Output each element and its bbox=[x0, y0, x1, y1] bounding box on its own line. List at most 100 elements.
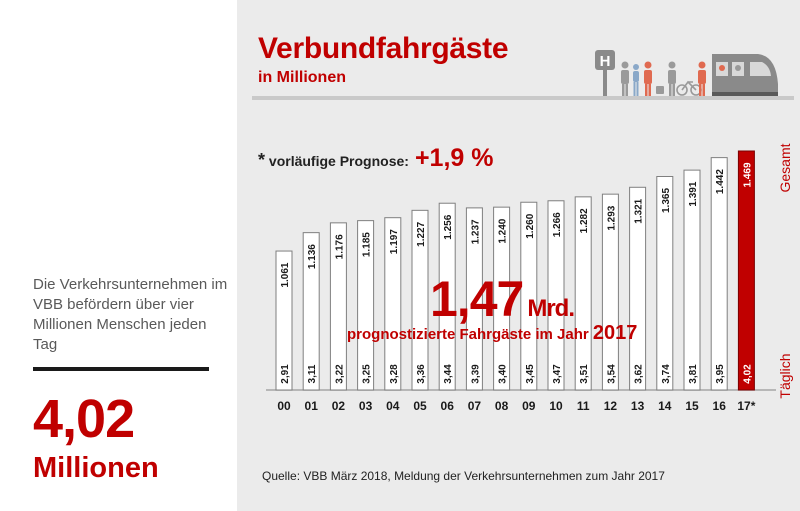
people-icon bbox=[621, 61, 676, 96]
bar bbox=[438, 202, 456, 391]
prognosis-star: * bbox=[258, 150, 266, 170]
bar bbox=[683, 169, 701, 391]
bar-daily-label: 3,22 bbox=[334, 364, 345, 384]
x-tick-label: 13 bbox=[631, 399, 645, 413]
bar-daily-label: 2,91 bbox=[280, 364, 291, 384]
bar-total-label: 1.197 bbox=[389, 229, 400, 254]
bar-daily-label: 3,40 bbox=[498, 364, 509, 384]
x-tick-label: 10 bbox=[549, 399, 563, 413]
prognosis-value: +1,9 % bbox=[414, 144, 494, 172]
bar-daily-label: 3,74 bbox=[661, 364, 672, 384]
bar bbox=[601, 193, 619, 391]
source-note: Quelle: VBB März 2018, Meldung der Verke… bbox=[262, 469, 665, 483]
x-tick-label: 00 bbox=[277, 399, 291, 413]
x-tick-label: 07 bbox=[468, 399, 482, 413]
bar bbox=[357, 220, 375, 391]
bar-daily-label: 3,28 bbox=[389, 364, 400, 384]
bars-layer: 1.061 2,91 00 1.136 3,11 01 1.176 3,22 02 1.185 3,… bbox=[275, 150, 756, 413]
total-label-text: Gesamt bbox=[777, 142, 793, 193]
sidebar-divider bbox=[33, 367, 209, 371]
bar-daily-label: 3,36 bbox=[416, 364, 427, 384]
bar-total-label: 1.136 bbox=[307, 244, 318, 269]
bus-stop-sign-icon: H bbox=[595, 50, 615, 96]
bar-total-label: 1.282 bbox=[579, 208, 590, 233]
bar bbox=[302, 232, 320, 391]
bar-total-label: 1.293 bbox=[606, 205, 617, 230]
bar bbox=[465, 207, 483, 391]
bar bbox=[493, 206, 511, 391]
sidebar-text: Die Verkehrsunternehmen im VBB befördern… bbox=[33, 276, 228, 353]
bar-total-label: 1.227 bbox=[416, 221, 427, 246]
bar-total-label: 1.266 bbox=[552, 212, 563, 237]
total-label: Gesamt bbox=[777, 140, 793, 195]
x-tick-label: 12 bbox=[604, 399, 618, 413]
bar-daily-label: 3,62 bbox=[634, 364, 645, 384]
bar-daily-label: 3,51 bbox=[579, 364, 590, 384]
highlight-year: 2017 bbox=[592, 322, 638, 344]
prognosis-note: * vorläufige Prognose: +1,9 % bbox=[258, 144, 493, 173]
highlight-number: 1,47 bbox=[430, 271, 524, 327]
sidebar-value: 4,02 bbox=[33, 389, 135, 449]
bar bbox=[574, 196, 592, 391]
bar-daily-label: 3,47 bbox=[552, 364, 563, 384]
bar-total-label: 1.237 bbox=[470, 219, 481, 244]
highlight-caption: prognostizierte Fahrgäste im Jahr 2017 bbox=[347, 322, 637, 345]
transport-icons: H bbox=[595, 50, 778, 96]
cyclist-icon bbox=[676, 61, 706, 96]
x-tick-label: 03 bbox=[359, 399, 373, 413]
bar-daily-label: 3,39 bbox=[470, 364, 481, 384]
x-tick-label: 05 bbox=[413, 399, 427, 413]
bar-total-label: 1.365 bbox=[661, 188, 672, 213]
bar bbox=[384, 217, 402, 391]
bar-total-label: 1.321 bbox=[634, 198, 645, 223]
bar-total-label: 1.256 bbox=[443, 214, 454, 239]
train-icon bbox=[712, 54, 778, 96]
x-tick-label: 06 bbox=[441, 399, 455, 413]
bar-daily-label: 4,02 bbox=[742, 364, 753, 384]
left-panel bbox=[0, 0, 237, 511]
bar bbox=[629, 186, 647, 391]
prognosis-label: vorläufige Prognose: bbox=[268, 153, 409, 169]
bar bbox=[275, 250, 293, 391]
bar bbox=[656, 176, 674, 391]
x-tick-label: 09 bbox=[522, 399, 536, 413]
bar-daily-label: 3,95 bbox=[715, 364, 726, 384]
svg-text:H: H bbox=[600, 53, 611, 70]
sidebar-unit: Millionen bbox=[33, 452, 159, 484]
bar-total-label: 1.260 bbox=[525, 213, 536, 238]
daily-label: Täglich bbox=[777, 346, 793, 406]
bar-total-label: 1.061 bbox=[280, 262, 291, 287]
bar-total-label: 1.391 bbox=[688, 181, 699, 206]
x-tick-label: 11 bbox=[577, 399, 590, 413]
bar-total-label: 1.176 bbox=[334, 234, 345, 259]
highlight-unit: Mrd. bbox=[527, 295, 575, 322]
bar-chart: 1.061 2,91 00 1.136 3,11 01 1.176 3,22 02 1.185 3,… bbox=[266, 150, 776, 413]
bar-daily-label: 3,81 bbox=[688, 364, 699, 384]
chart-title: Verbundfahrgäste bbox=[258, 32, 509, 65]
x-tick-label: 15 bbox=[685, 399, 699, 413]
bar bbox=[411, 209, 429, 391]
bar-total-label: 1.240 bbox=[498, 218, 509, 243]
bar bbox=[737, 150, 755, 391]
bar-daily-label: 3,44 bbox=[443, 364, 454, 384]
x-tick-label: 02 bbox=[332, 399, 346, 413]
bar-total-label: 1.442 bbox=[715, 169, 726, 194]
x-tick-label: 16 bbox=[713, 399, 727, 413]
x-tick-label: 01 bbox=[305, 399, 319, 413]
highlight-value: 1,47 Mrd. bbox=[430, 270, 575, 328]
daily-label-text: Täglich bbox=[777, 353, 793, 399]
bar bbox=[329, 222, 347, 391]
bar-daily-label: 3,45 bbox=[525, 364, 536, 384]
x-tick-label: 14 bbox=[658, 399, 672, 413]
x-tick-label: 04 bbox=[386, 399, 400, 413]
x-tick-label: 08 bbox=[495, 399, 509, 413]
bar bbox=[520, 201, 538, 391]
bar bbox=[547, 200, 565, 391]
header-divider bbox=[252, 96, 794, 100]
bar bbox=[710, 157, 728, 391]
bar-daily-label: 3,25 bbox=[362, 364, 373, 384]
bar-daily-label: 3,11 bbox=[307, 364, 318, 383]
x-tick-label: 17* bbox=[737, 399, 755, 413]
bar-total-label: 1.185 bbox=[362, 232, 373, 257]
bar-daily-label: 3,54 bbox=[606, 364, 617, 384]
